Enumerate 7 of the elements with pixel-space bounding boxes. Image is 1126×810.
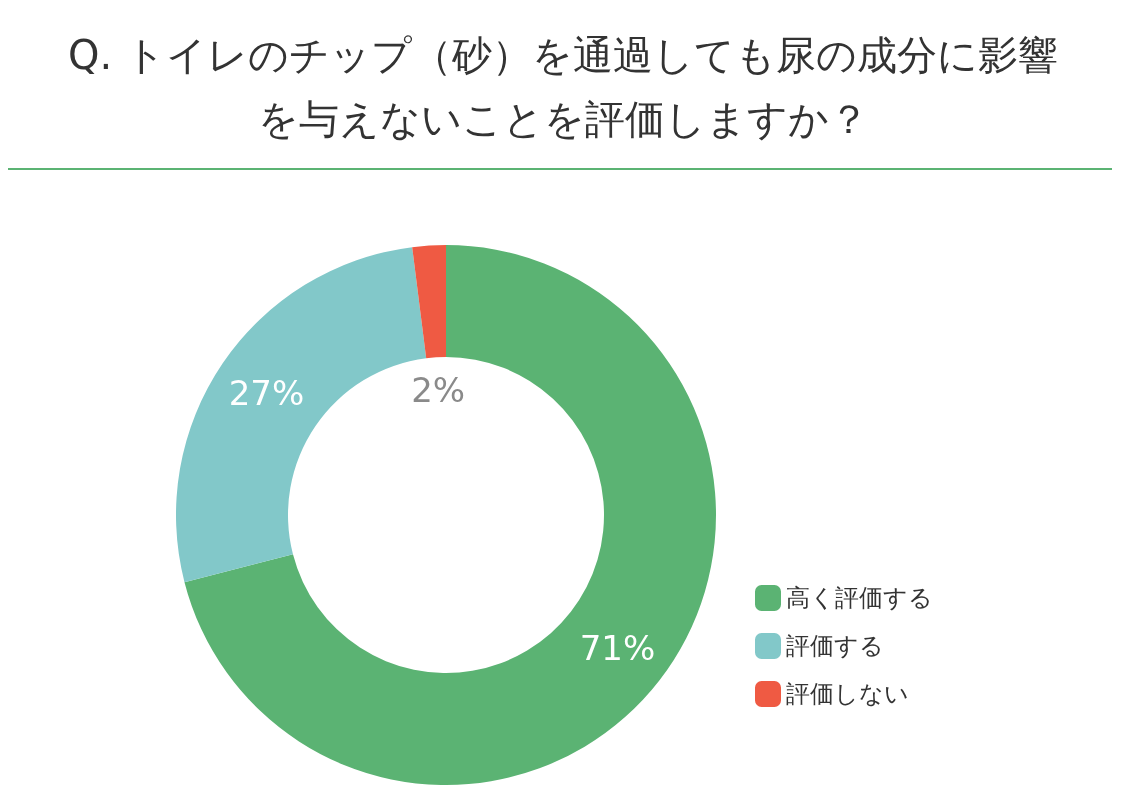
data-label: 2%: [411, 370, 466, 411]
data-label: 71%: [579, 628, 656, 668]
legend-label: 高く評価する: [786, 584, 933, 612]
chart-title: Q. トイレのチップ（砂）を通過しても尿の成分に影響を与えないことを評価しますか？: [68, 32, 1058, 142]
legend-label: 評価する: [786, 632, 884, 660]
data-label: 27%: [228, 373, 305, 414]
legend-label: 評価しない: [786, 680, 909, 708]
